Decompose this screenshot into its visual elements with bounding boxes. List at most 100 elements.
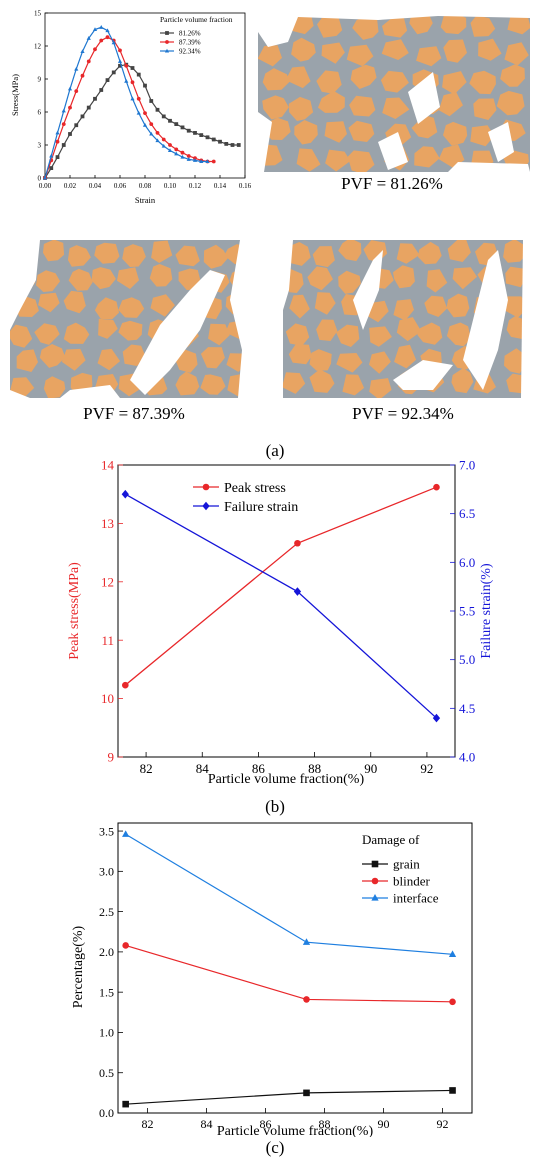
particle — [352, 14, 379, 40]
data-point — [174, 151, 179, 156]
data-point — [449, 998, 456, 1006]
legend-marker — [165, 40, 169, 44]
crack — [488, 122, 514, 162]
y-tick-label: 14 — [101, 458, 115, 473]
particle — [200, 374, 226, 395]
y-tick-label: 0 — [38, 174, 42, 182]
data-point — [99, 88, 104, 92]
particle — [318, 90, 345, 113]
y2-tick-label: 6.0 — [459, 555, 475, 570]
particle — [347, 150, 375, 172]
panel-label-b: (b) — [265, 797, 285, 816]
y-tick-label: 12 — [101, 574, 114, 589]
data-point — [432, 713, 441, 723]
particle — [97, 348, 121, 371]
crack — [130, 270, 225, 395]
particle — [118, 320, 143, 341]
crack — [230, 240, 255, 398]
particle — [321, 42, 345, 64]
particle — [336, 353, 363, 373]
y-tick-label: 2.5 — [99, 905, 114, 919]
y-axis-label: Stress(MPa) — [10, 74, 20, 116]
y2-tick-label: 5.0 — [459, 652, 475, 667]
particle — [61, 348, 86, 371]
x-tick-label: 0.10 — [164, 182, 177, 190]
particle — [451, 368, 474, 394]
particle — [312, 246, 335, 268]
y-tick-label: 0.0 — [99, 1106, 114, 1120]
data-point — [186, 157, 191, 161]
legend-entry: 81.26% — [179, 29, 201, 37]
data-point — [49, 153, 54, 158]
y-tick-label: 3.0 — [99, 865, 114, 879]
y-tick-label: 3 — [38, 141, 42, 149]
y-tick-label: 0.5 — [99, 1066, 114, 1080]
data-point — [303, 996, 310, 1003]
particle — [285, 323, 310, 346]
x-tick-label: 0.16 — [239, 182, 252, 190]
particle — [200, 347, 225, 369]
data-point — [143, 111, 147, 115]
particle — [68, 268, 93, 291]
pvf-label-87: PVF = 87.39% — [83, 404, 185, 423]
data-point — [180, 150, 185, 155]
particle — [349, 95, 376, 117]
x-tick-label: 0.14 — [214, 182, 227, 190]
data-point — [180, 154, 185, 159]
particle — [309, 349, 332, 371]
data-point — [61, 108, 66, 113]
legend-marker — [165, 31, 169, 35]
stress-strain-chart: 0.00 0.02 0.04 0.06 0.08 0.10 0.12 0.14 0.16 0 3 6… — [10, 9, 252, 205]
data-point — [293, 587, 302, 596]
particle — [503, 240, 527, 263]
particle — [122, 344, 147, 366]
data-point — [111, 70, 116, 75]
data-point — [99, 38, 104, 43]
data-point — [302, 938, 311, 945]
particle — [369, 378, 392, 398]
crack — [408, 72, 440, 124]
particle — [342, 374, 365, 396]
crack — [521, 240, 528, 398]
legend: Particle volume fraction 81.26%87.39%92.… — [160, 15, 233, 55]
particle — [416, 46, 442, 67]
data-point — [199, 159, 204, 164]
particle — [393, 299, 414, 321]
particle — [473, 98, 497, 120]
data-point — [130, 80, 135, 85]
particle — [496, 90, 525, 116]
particle — [291, 37, 316, 62]
data-point — [303, 1089, 310, 1097]
particle — [309, 369, 335, 393]
legend-entry: blinder — [393, 874, 430, 889]
particle — [43, 240, 65, 262]
particle — [34, 323, 60, 345]
particle — [288, 344, 312, 365]
particle — [469, 70, 496, 95]
data-point — [118, 48, 122, 53]
particle — [394, 344, 417, 369]
x-tick-label: 0.00 — [39, 182, 52, 190]
y-tick-label: 9 — [108, 750, 115, 765]
particle — [43, 376, 66, 398]
x-tick-label: 0.02 — [64, 182, 77, 190]
data-point — [449, 1087, 456, 1094]
data-point — [86, 36, 91, 40]
y-tick-label: 9 — [38, 75, 42, 83]
particle — [16, 349, 38, 372]
y-tick-label: 13 — [101, 516, 114, 531]
y2-tick-label: 4.5 — [459, 701, 475, 716]
data-point — [122, 942, 129, 949]
particle — [317, 14, 343, 38]
data-point — [174, 147, 179, 152]
x-tick-label: 82 — [140, 761, 153, 776]
data-point — [205, 135, 210, 140]
particle — [507, 12, 530, 35]
panel-label-a: (a) — [265, 441, 285, 460]
right-y-axis-label: Failure strain(%) — [479, 563, 494, 659]
y-tick-label: 2.0 — [99, 945, 114, 959]
particle — [504, 348, 526, 374]
data-point — [80, 49, 85, 54]
y-tick-label: 12 — [34, 42, 42, 50]
particle — [117, 267, 139, 289]
